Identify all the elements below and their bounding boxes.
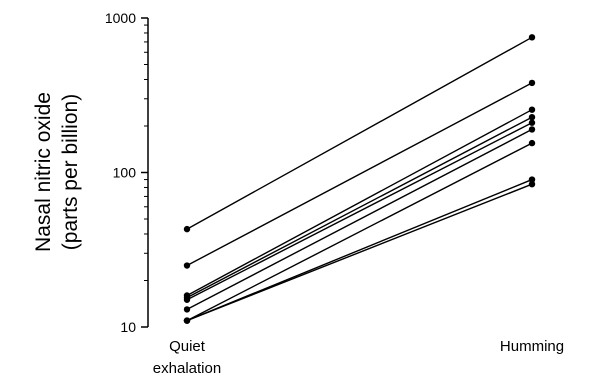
series-line xyxy=(186,128,533,311)
series-line xyxy=(186,109,533,297)
data-point xyxy=(528,106,536,113)
data-point xyxy=(183,317,191,324)
series-line xyxy=(186,36,533,230)
data-point xyxy=(528,34,536,41)
y-axis-label-line-1: Nasal nitric oxide xyxy=(32,92,55,252)
y-ticks: 10 100 1000 xyxy=(105,10,148,335)
data-point xyxy=(528,176,536,183)
series-group xyxy=(183,34,536,324)
data-point xyxy=(528,113,536,121)
data-point xyxy=(183,225,191,233)
series-9 xyxy=(183,180,536,324)
y-axis-label-line-2: (parts per billion) xyxy=(59,94,82,250)
data-point xyxy=(183,306,191,313)
data-point xyxy=(528,79,536,87)
data-point xyxy=(183,296,191,303)
data-point xyxy=(528,180,536,188)
series-3 xyxy=(183,106,536,299)
x-category-label: Quiet xyxy=(169,338,206,355)
y-tick-label: 100 xyxy=(113,165,137,181)
data-point xyxy=(528,139,536,147)
y-tick-label: 10 xyxy=(120,319,136,335)
series-line xyxy=(186,82,533,267)
x-category-label: exhalation xyxy=(153,360,221,377)
data-point xyxy=(183,262,191,269)
y-tick-label: 1000 xyxy=(105,10,136,26)
series-2 xyxy=(183,79,536,269)
series-line xyxy=(186,142,533,322)
series-4 xyxy=(183,113,536,301)
series-line xyxy=(186,116,533,299)
x-categories: Quiet exhalation Humming xyxy=(153,338,564,377)
series-line xyxy=(186,122,533,301)
series-7 xyxy=(183,139,536,324)
data-point xyxy=(528,126,536,133)
series-line xyxy=(186,178,533,322)
data-point xyxy=(528,119,536,126)
x-category-label: Humming xyxy=(500,338,564,355)
series-5 xyxy=(183,119,536,303)
series-1 xyxy=(183,34,536,233)
series-line xyxy=(186,183,533,322)
series-6 xyxy=(183,126,536,313)
